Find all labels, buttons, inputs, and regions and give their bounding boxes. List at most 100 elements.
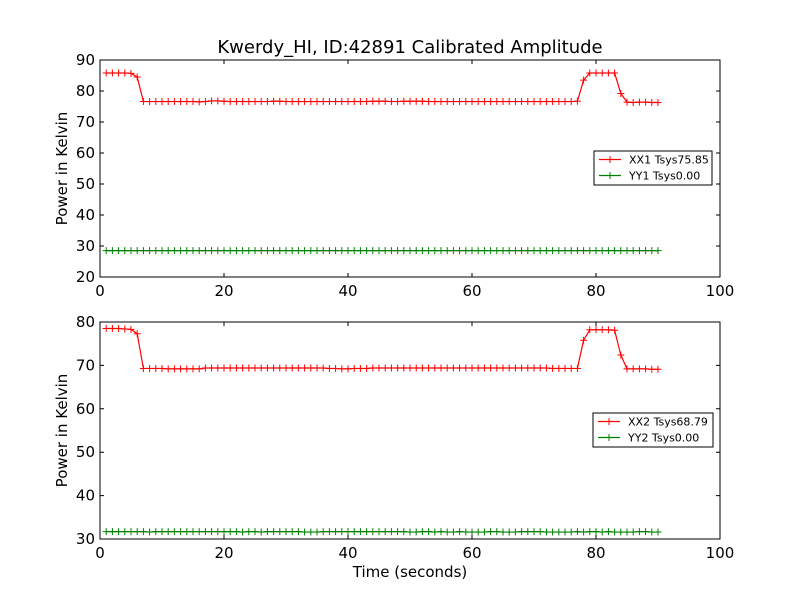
data-point xyxy=(102,325,110,333)
data-point xyxy=(549,98,557,106)
y-tick-label: 80 xyxy=(76,313,95,331)
data-point xyxy=(226,528,234,536)
data-point xyxy=(406,528,414,536)
data-point xyxy=(325,247,333,255)
data-point xyxy=(524,98,532,106)
legend-marker xyxy=(606,156,614,163)
data-point xyxy=(214,528,222,536)
data-point xyxy=(642,365,650,373)
data-point xyxy=(102,69,110,77)
data-point xyxy=(356,98,364,106)
data-point xyxy=(425,364,433,372)
data-point xyxy=(394,98,402,106)
data-point xyxy=(394,528,402,536)
x-tick-label: 0 xyxy=(95,282,105,300)
data-point xyxy=(412,247,420,255)
data-point xyxy=(511,364,519,372)
axes-frame xyxy=(99,321,721,540)
data-point xyxy=(270,528,278,536)
data-point xyxy=(189,98,197,106)
data-point xyxy=(319,528,327,536)
data-point xyxy=(567,364,575,372)
data-point xyxy=(325,364,333,372)
data-point xyxy=(158,364,166,372)
legend-label: XX1 Tsys75.85 xyxy=(629,154,709,167)
data-point xyxy=(387,528,395,536)
data-point xyxy=(226,364,234,372)
data-point xyxy=(288,364,296,372)
legend: XX2 Tsys68.79 YY2 Tsys0.00 xyxy=(592,412,714,448)
data-point xyxy=(170,247,178,255)
data-point xyxy=(629,247,637,255)
data-point xyxy=(635,247,643,255)
data-point xyxy=(604,528,612,536)
data-point xyxy=(542,98,550,106)
data-point xyxy=(462,528,470,536)
data-point xyxy=(437,364,445,372)
data-point xyxy=(282,247,290,255)
data-point xyxy=(189,528,197,536)
x-tick-label: 20 xyxy=(214,544,233,562)
data-point xyxy=(108,528,116,536)
data-point xyxy=(437,247,445,255)
data-point xyxy=(611,247,619,255)
data-point xyxy=(394,247,402,255)
data-point xyxy=(542,528,550,536)
data-point xyxy=(282,364,290,372)
data-point xyxy=(201,247,209,255)
data-point xyxy=(443,364,451,372)
series-1 xyxy=(102,69,662,106)
data-point xyxy=(189,365,197,373)
data-point xyxy=(288,247,296,255)
data-point xyxy=(456,364,464,372)
data-point xyxy=(201,364,209,372)
data-point xyxy=(449,98,457,106)
data-point xyxy=(493,247,501,255)
data-point xyxy=(493,528,501,536)
x-tick-label: 100 xyxy=(706,282,735,300)
data-point xyxy=(276,247,284,255)
data-point xyxy=(487,364,495,372)
legend-label: YY2 Tsys0.00 xyxy=(627,432,699,445)
data-point xyxy=(505,528,513,536)
data-point xyxy=(642,98,650,106)
panel-2: 0 20 40 60 80 100 30 40 50 60 70 80 Power in Kelvin T… xyxy=(53,313,734,581)
data-point xyxy=(164,98,172,106)
data-point xyxy=(263,528,271,536)
y-tick-label: 40 xyxy=(76,487,95,505)
data-point xyxy=(344,528,352,536)
x-tick-label: 40 xyxy=(338,544,357,562)
data-point xyxy=(530,528,538,536)
data-point xyxy=(604,247,612,255)
data-point xyxy=(598,326,606,334)
data-point xyxy=(592,69,600,77)
data-point xyxy=(443,247,451,255)
data-point xyxy=(146,247,154,255)
data-point xyxy=(611,326,619,334)
data-point xyxy=(294,247,302,255)
y-tick-label: 70 xyxy=(76,356,95,374)
data-point xyxy=(115,247,123,255)
data-point xyxy=(394,364,402,372)
data-point xyxy=(276,97,284,105)
data-point xyxy=(648,528,656,536)
data-point xyxy=(573,97,581,105)
data-point xyxy=(437,98,445,106)
legend-label: XX2 Tsys68.79 xyxy=(628,416,708,429)
data-point xyxy=(239,528,247,536)
data-point xyxy=(338,247,346,255)
data-point xyxy=(270,97,278,105)
data-point xyxy=(164,247,172,255)
data-point xyxy=(387,247,395,255)
data-point xyxy=(183,365,191,373)
data-point xyxy=(251,98,259,106)
data-point xyxy=(152,364,160,372)
data-point xyxy=(245,528,253,536)
data-point xyxy=(474,247,482,255)
data-point xyxy=(301,247,309,255)
legend-marker xyxy=(606,172,614,179)
data-point xyxy=(617,247,625,255)
data-point xyxy=(375,364,383,372)
data-point xyxy=(480,98,488,106)
data-point xyxy=(170,365,178,373)
